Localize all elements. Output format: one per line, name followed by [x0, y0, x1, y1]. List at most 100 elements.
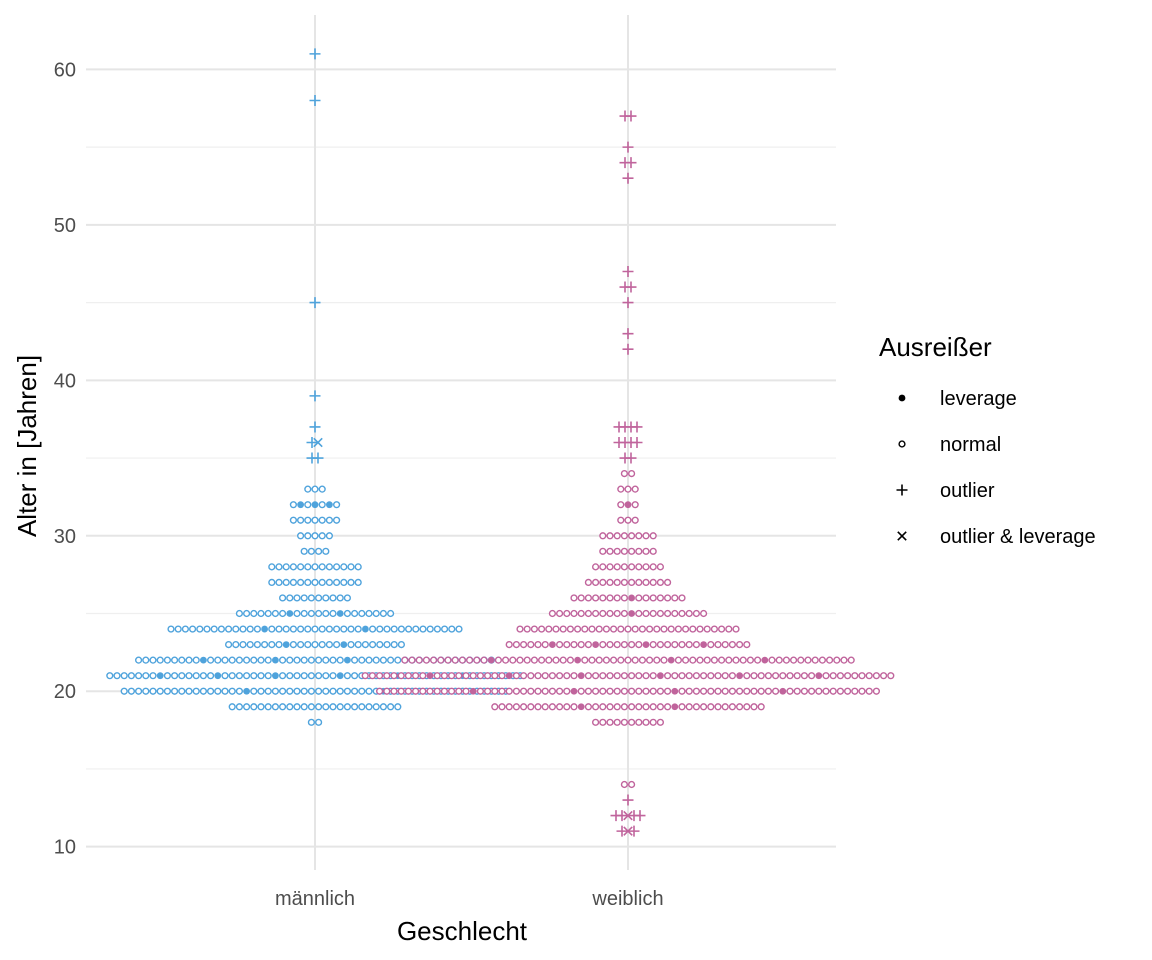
point-normal [149, 656, 157, 664]
point-normal [333, 640, 341, 649]
point-normal [786, 672, 794, 680]
y-tick-label: 20 [54, 681, 76, 703]
point-outlier-leverage [897, 531, 907, 541]
x-axis-title: Geschlecht [397, 916, 528, 946]
point-normal [534, 640, 542, 649]
point-normal [261, 640, 269, 649]
point-normal [699, 687, 708, 695]
point-normal [555, 687, 564, 695]
point-normal [318, 516, 326, 524]
point-normal [570, 594, 578, 602]
point-normal [351, 609, 359, 618]
point-normal [807, 687, 816, 695]
point-normal [703, 656, 711, 664]
point-normal [365, 703, 373, 711]
point-normal [455, 625, 463, 633]
point-normal [843, 687, 852, 695]
point-normal [329, 594, 337, 602]
point-normal [681, 625, 690, 633]
point-normal [793, 687, 801, 695]
legend-label: leverage [940, 388, 1017, 410]
point-normal [189, 625, 197, 633]
point-leverage [657, 672, 664, 680]
point-normal [768, 656, 776, 664]
point-normal [595, 625, 603, 633]
point-normal [822, 672, 830, 680]
point-normal [584, 672, 593, 680]
point-normal [559, 625, 567, 633]
point-normal [872, 672, 881, 680]
point-normal [505, 687, 513, 695]
point-normal [602, 656, 611, 664]
point-normal [358, 609, 366, 618]
point-outlier [309, 95, 321, 106]
point-normal [307, 687, 316, 695]
point-normal [390, 672, 398, 680]
point-normal [156, 687, 164, 695]
legend-label: normal [940, 434, 1001, 456]
point-normal [311, 578, 319, 587]
point-normal [519, 687, 528, 695]
point-leverage [642, 641, 650, 648]
point-normal [825, 656, 834, 664]
point-normal [318, 625, 326, 633]
point-normal [627, 687, 636, 695]
point-normal [527, 703, 535, 711]
point-normal [383, 640, 391, 649]
point-normal [606, 609, 614, 618]
point-normal [620, 780, 629, 789]
point-normal [235, 656, 244, 664]
point-normal [394, 656, 402, 664]
point-normal [613, 578, 621, 587]
point-normal [422, 656, 431, 664]
point-normal [419, 687, 427, 695]
point-normal [898, 440, 906, 448]
point-leverage [297, 501, 304, 509]
point-normal [322, 672, 330, 680]
point-normal [541, 640, 549, 649]
point-leverage [624, 501, 632, 509]
point-normal [451, 656, 459, 664]
point-normal [555, 703, 564, 711]
point-normal [304, 485, 312, 493]
point-normal [530, 625, 539, 633]
point-normal [196, 625, 204, 633]
point-normal [397, 640, 406, 649]
point-normal [555, 640, 564, 649]
point-normal [606, 640, 614, 649]
point-leverage [336, 610, 344, 617]
point-normal [286, 687, 294, 695]
point-normal [397, 672, 405, 680]
point-outlier [309, 390, 321, 402]
point-normal [631, 501, 639, 509]
point-normal [631, 485, 639, 493]
point-normal [541, 672, 549, 680]
point-normal [383, 687, 391, 695]
point-normal [329, 703, 337, 711]
point-normal [282, 625, 290, 633]
y-axis-ticks: 10 20 30 40 50 60 [54, 59, 76, 858]
point-normal [333, 501, 341, 509]
point-normal [279, 609, 287, 618]
point-normal [340, 563, 348, 571]
point-normal [552, 656, 560, 664]
point-normal [289, 640, 298, 649]
point-normal [599, 547, 607, 555]
y-tick-label: 60 [54, 59, 76, 81]
point-normal [642, 547, 650, 555]
point-normal [851, 687, 859, 695]
point-normal [458, 656, 467, 664]
point-normal [793, 672, 801, 680]
point-normal [642, 532, 650, 540]
point-normal [437, 656, 445, 664]
point-normal [685, 640, 693, 649]
point-normal [789, 656, 798, 664]
point-normal [257, 609, 265, 618]
point-normal [782, 656, 791, 664]
point-normal [714, 703, 722, 711]
point-normal [354, 640, 362, 649]
point-outlier [625, 157, 637, 169]
point-normal [624, 485, 632, 493]
point-normal [315, 609, 323, 618]
point-normal [311, 532, 319, 540]
